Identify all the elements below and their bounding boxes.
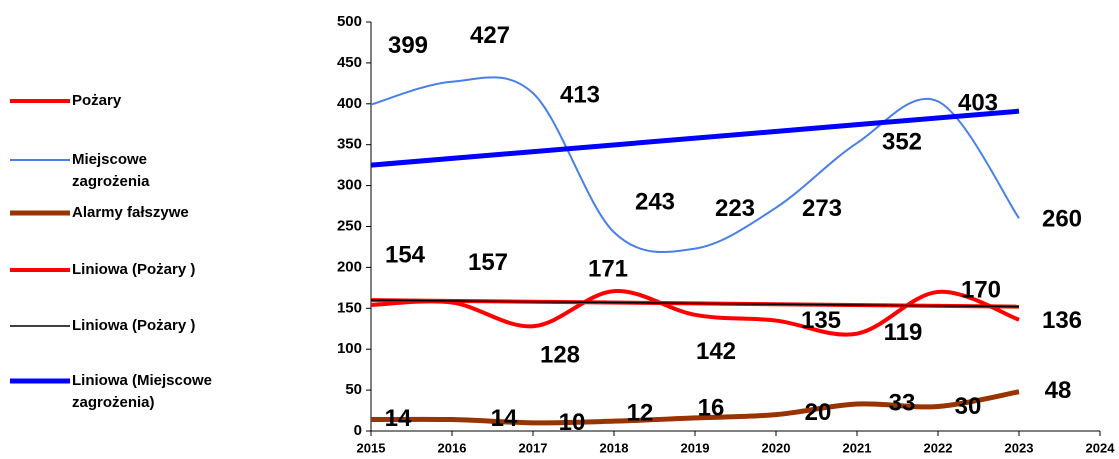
series-line <box>370 289 1020 337</box>
data-label: 171 <box>588 255 628 282</box>
y-tick-label: 350 <box>337 136 362 153</box>
data-label: 12 <box>627 400 654 427</box>
legend-label: Alarmy fałszywe <box>72 204 189 221</box>
y-tick-label: 150 <box>337 299 362 316</box>
data-label: 33 <box>889 389 916 416</box>
y-tick-label: 100 <box>337 340 362 357</box>
x-tick-label: 2024 <box>1086 440 1116 455</box>
x-tick-label: 2023 <box>1005 440 1034 455</box>
data-label: 273 <box>802 195 842 222</box>
y-tick-label: 250 <box>337 217 362 234</box>
data-label: 243 <box>635 189 675 216</box>
data-label: 20 <box>805 399 832 426</box>
x-tick-label: 2020 <box>762 440 791 455</box>
data-label: 30 <box>955 393 982 420</box>
data-label: 260 <box>1042 206 1082 233</box>
data-label: 48 <box>1045 377 1072 404</box>
x-tick-label: 2018 <box>600 440 629 455</box>
legend-label: Liniowa (Miejscowe zagrożenia) <box>72 372 213 411</box>
data-label: 14 <box>491 405 518 432</box>
legend-label: Liniowa (Pożary ) <box>72 261 196 278</box>
x-tick-label: 2017 <box>519 440 548 455</box>
data-label: 128 <box>540 342 580 369</box>
legend-label: Miejscowe zagrożenia <box>72 151 150 190</box>
data-label: 136 <box>1042 307 1082 334</box>
legend-label: Liniowa (Pożary ) <box>72 317 196 334</box>
y-tick-label: 450 <box>337 54 362 71</box>
x-tick-label: 2021 <box>843 440 872 455</box>
series-line <box>370 389 1020 426</box>
y-tick-label: 50 <box>345 381 362 398</box>
x-tick-label: 2016 <box>438 440 467 455</box>
data-label: 142 <box>696 338 736 365</box>
x-tick-label: 2015 <box>357 440 386 455</box>
data-label: 135 <box>801 307 841 334</box>
y-tick-label: 0 <box>354 422 362 439</box>
data-label: 223 <box>715 195 755 222</box>
data-label: 427 <box>470 22 510 49</box>
series-line <box>370 108 1020 168</box>
data-label: 399 <box>388 32 428 59</box>
data-label: 352 <box>882 128 922 155</box>
data-label: 170 <box>961 276 1001 303</box>
y-tick-label: 400 <box>337 95 362 112</box>
data-label: 154 <box>385 241 426 268</box>
data-label: 16 <box>698 394 725 421</box>
series-line <box>370 299 1020 308</box>
data-label: 14 <box>385 405 412 432</box>
x-tick-label: 2022 <box>924 440 953 455</box>
x-tick-label: 2019 <box>681 440 710 455</box>
data-label: 157 <box>468 249 508 276</box>
data-label: 119 <box>884 319 923 346</box>
legend-label: Pożary <box>72 92 122 109</box>
y-tick-label: 200 <box>337 258 362 275</box>
data-label: 10 <box>559 409 586 436</box>
data-label: 413 <box>560 82 600 109</box>
y-tick-label: 500 <box>337 13 362 30</box>
y-tick-label: 300 <box>337 177 362 194</box>
series-line <box>370 76 1020 254</box>
